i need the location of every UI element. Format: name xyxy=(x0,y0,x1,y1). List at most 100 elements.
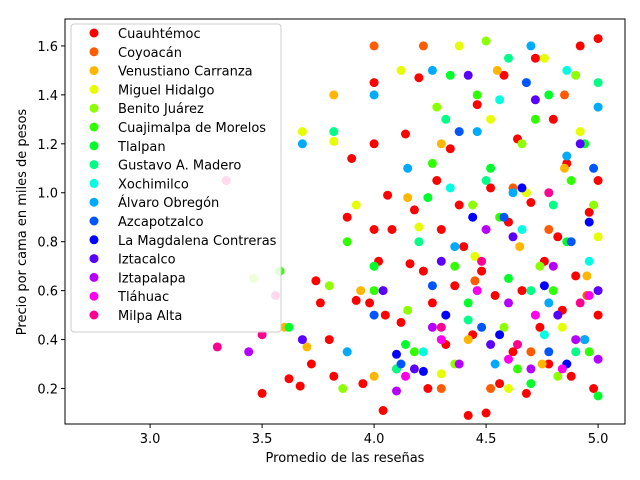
scatter-point xyxy=(495,330,505,340)
scatter-point xyxy=(535,322,545,332)
scatter-point xyxy=(306,359,316,369)
legend-entry: La Magdalena Contreras xyxy=(89,234,277,249)
scatter-point xyxy=(284,374,294,384)
scatter-point xyxy=(436,322,446,332)
scatter-point xyxy=(358,379,368,389)
scatter-point xyxy=(432,176,442,185)
scatter-point xyxy=(544,188,554,198)
scatter-point xyxy=(436,384,446,393)
scatter-point xyxy=(571,335,581,345)
scatter-point xyxy=(504,298,513,308)
y-axis: 0.2 0.4 0.6 0.8 1.0 1.2 1.4 1.6 xyxy=(37,40,65,398)
legend-marker xyxy=(89,103,99,113)
legend-entry: Iztacalco xyxy=(89,253,176,268)
legend-marker xyxy=(89,141,99,151)
scatter-point xyxy=(454,359,464,369)
scatter-point xyxy=(526,198,536,207)
legend-entry: Azcapotzalco xyxy=(89,215,204,230)
legend-label: La Magdalena Contreras xyxy=(118,234,277,249)
legend-marker xyxy=(89,122,99,132)
scatter-point xyxy=(548,286,558,296)
scatter-point xyxy=(295,381,305,391)
scatter-point xyxy=(589,200,599,210)
legend-entry: Cuajimalpa de Morelos xyxy=(89,121,266,136)
legend-marker xyxy=(89,272,99,282)
scatter-point xyxy=(441,114,451,124)
scatter-point xyxy=(409,364,419,374)
legend-entry: Iztapalapa xyxy=(89,271,186,286)
scatter-point xyxy=(405,259,415,269)
scatter-point xyxy=(566,371,576,381)
scatter-point xyxy=(593,176,603,185)
scatter-point xyxy=(486,384,496,393)
scatter-point xyxy=(513,364,522,374)
scatter-point xyxy=(562,151,572,161)
scatter-point xyxy=(418,347,428,357)
scatter-point xyxy=(380,310,390,320)
scatter-point xyxy=(369,310,379,320)
scatter-point xyxy=(302,342,312,352)
scatter-point xyxy=(401,340,410,349)
scatter-point xyxy=(584,217,594,227)
y-tick-label: 0.6 xyxy=(37,285,58,300)
scatter-point xyxy=(365,298,375,308)
scatter-point xyxy=(575,127,585,137)
scatter-point xyxy=(593,232,603,242)
scatter-point xyxy=(418,41,428,51)
scatter-point xyxy=(593,391,603,401)
x-tick-label: 3.0 xyxy=(140,432,161,447)
scatter-point xyxy=(356,286,366,296)
legend-marker xyxy=(89,310,99,320)
scatter-point xyxy=(593,34,603,44)
scatter-point xyxy=(445,70,455,80)
scatter-point xyxy=(463,298,473,308)
scatter-point xyxy=(423,193,433,203)
legend-entry: Venustiano Carranza xyxy=(89,65,253,80)
scatter-point xyxy=(526,364,536,374)
scatter-point xyxy=(481,36,491,46)
scatter-point xyxy=(414,222,424,232)
scatter-point xyxy=(338,384,348,393)
scatter-point xyxy=(513,340,522,349)
legend-entry: Gustavo A. Madero xyxy=(89,159,241,174)
legend-marker xyxy=(89,216,99,226)
scatter-point xyxy=(486,114,496,124)
scatter-point xyxy=(441,310,451,320)
scatter-point xyxy=(401,129,410,139)
scatter-point xyxy=(369,286,379,296)
scatter-point xyxy=(369,139,379,149)
legend-entry: Cuauhtémoc xyxy=(89,27,201,42)
scatter-point xyxy=(432,102,442,112)
scatter-point xyxy=(463,335,473,345)
scatter-point xyxy=(403,305,413,315)
scatter-point xyxy=(472,286,482,296)
scatter-point xyxy=(593,354,603,364)
scatter-point xyxy=(450,281,460,291)
scatter-point xyxy=(504,53,513,63)
scatter-point xyxy=(557,364,567,374)
legend-entry: Tláhuac xyxy=(89,290,169,305)
x-axis: 3.0 3.5 4.0 4.5 5.0 xyxy=(140,424,608,447)
scatter-point xyxy=(571,271,581,281)
plot-frame xyxy=(64,18,626,425)
scatter-point xyxy=(436,225,446,234)
scatter-point xyxy=(521,78,531,88)
scatter-point xyxy=(445,183,455,193)
scatter-point xyxy=(495,95,505,105)
scatter-point xyxy=(508,188,518,198)
scatter-point xyxy=(436,256,446,266)
scatter-point xyxy=(427,158,437,168)
scatter-point xyxy=(403,193,413,203)
scatter-point xyxy=(378,406,388,415)
scatter-point xyxy=(584,256,594,266)
scatter-point xyxy=(342,212,352,222)
scatter-point xyxy=(589,384,599,393)
scatter-point xyxy=(351,200,361,210)
legend-label: Azcapotzalco xyxy=(118,215,204,230)
scatter-point xyxy=(324,335,334,345)
scatter-point xyxy=(329,127,339,137)
scatter-point xyxy=(504,273,513,283)
scatter-point xyxy=(311,276,321,286)
scatter-point xyxy=(575,298,585,308)
